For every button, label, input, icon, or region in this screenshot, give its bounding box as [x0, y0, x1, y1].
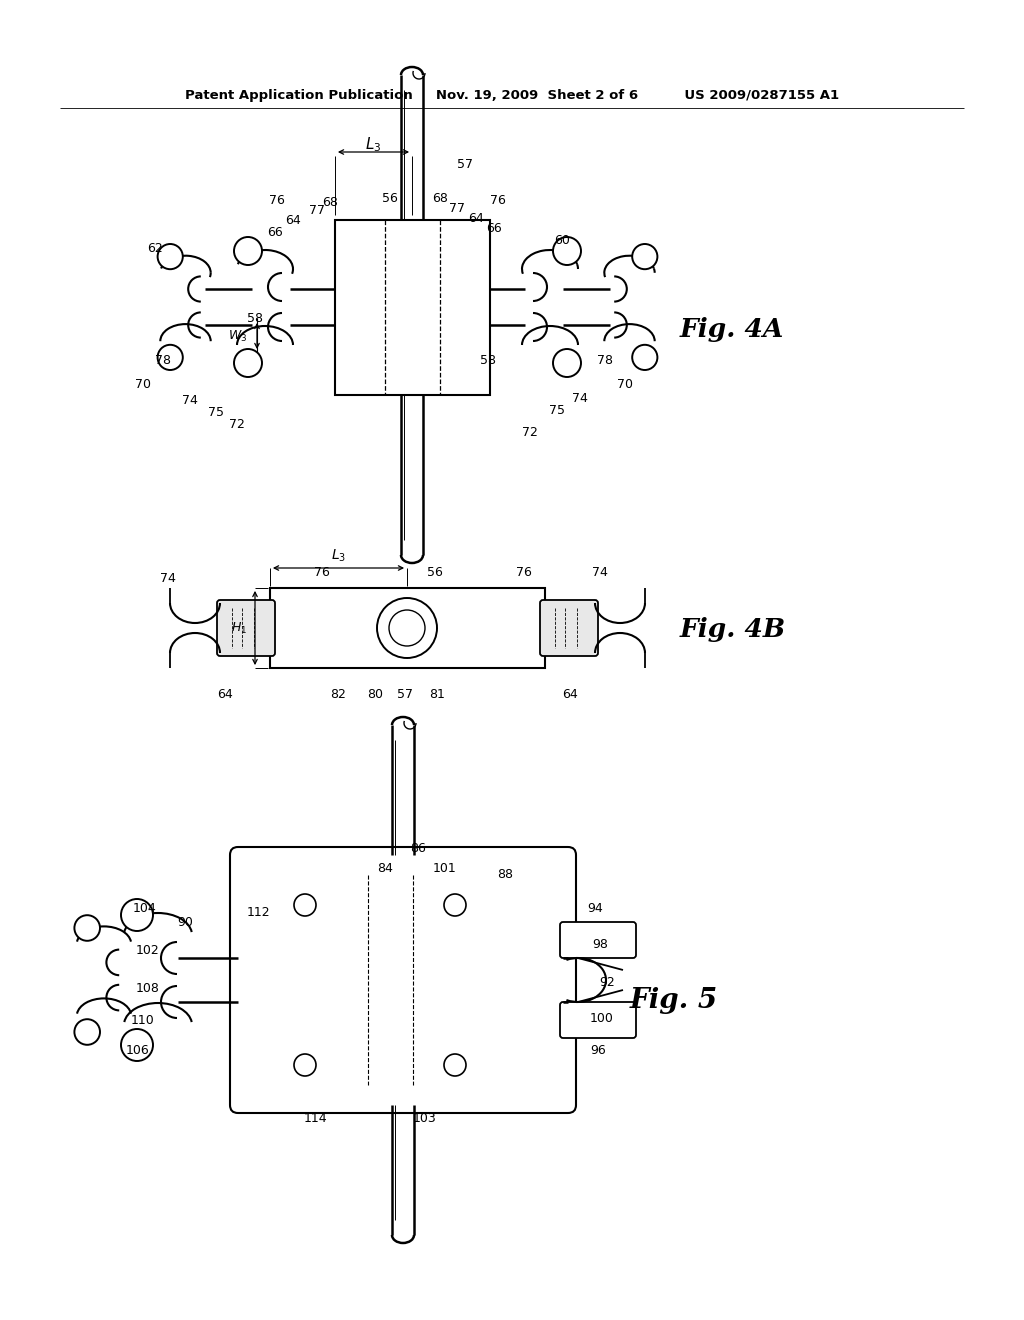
Text: 78: 78: [597, 354, 613, 367]
Text: $L_3$: $L_3$: [331, 548, 346, 564]
Text: 112: 112: [246, 906, 269, 919]
Text: 114: 114: [303, 1111, 327, 1125]
Bar: [250, 958, 330, 1002]
Text: 108: 108: [136, 982, 160, 994]
Bar: [270, 587, 545, 668]
Text: Patent Application Publication     Nov. 19, 2009  Sheet 2 of 6          US 2009/: Patent Application Publication Nov. 19, …: [185, 88, 839, 102]
Text: 80: 80: [367, 689, 383, 701]
Text: 60: 60: [554, 234, 570, 247]
Text: 57: 57: [457, 158, 473, 172]
Text: 74: 74: [160, 572, 176, 585]
Text: 68: 68: [323, 195, 338, 209]
Text: 64: 64: [468, 211, 484, 224]
Text: 88: 88: [497, 869, 513, 882]
Circle shape: [553, 348, 581, 378]
Text: 64: 64: [285, 214, 301, 227]
Circle shape: [75, 1019, 100, 1045]
Text: 75: 75: [208, 405, 224, 418]
Circle shape: [444, 1053, 466, 1076]
Text: 77: 77: [449, 202, 465, 214]
Text: 68: 68: [432, 191, 447, 205]
Circle shape: [234, 348, 262, 378]
Text: $W_3$: $W_3$: [227, 329, 247, 343]
Text: 101: 101: [433, 862, 457, 874]
Text: 92: 92: [599, 975, 614, 989]
Text: 103: 103: [413, 1111, 437, 1125]
Text: 56: 56: [382, 191, 398, 205]
Text: 72: 72: [522, 425, 538, 438]
Text: 110: 110: [131, 1014, 155, 1027]
Text: 98: 98: [592, 939, 608, 952]
Text: 74: 74: [592, 565, 608, 578]
Text: 58: 58: [247, 312, 263, 325]
Text: 72: 72: [229, 418, 245, 432]
Text: 76: 76: [269, 194, 285, 206]
Text: 75: 75: [549, 404, 565, 417]
Text: 64: 64: [562, 689, 578, 701]
Text: 64: 64: [217, 689, 232, 701]
Circle shape: [75, 915, 100, 941]
Circle shape: [377, 598, 437, 657]
Text: 86: 86: [410, 842, 426, 854]
Text: 82: 82: [330, 689, 346, 701]
Text: 58: 58: [480, 354, 496, 367]
Circle shape: [294, 1053, 316, 1076]
Text: Fig. 4B: Fig. 4B: [680, 618, 786, 643]
FancyBboxPatch shape: [540, 601, 598, 656]
Circle shape: [294, 894, 316, 916]
Text: 70: 70: [135, 379, 151, 392]
Text: 76: 76: [314, 565, 330, 578]
Text: 76: 76: [490, 194, 506, 206]
Text: $H_1$: $H_1$: [230, 620, 247, 635]
Text: 90: 90: [177, 916, 193, 928]
Text: 102: 102: [136, 944, 160, 957]
Text: 106: 106: [126, 1044, 150, 1056]
Text: 56: 56: [427, 565, 443, 578]
FancyBboxPatch shape: [230, 847, 575, 1113]
Bar: [335, 220, 490, 395]
Text: 62: 62: [147, 242, 163, 255]
Text: 77: 77: [309, 203, 325, 216]
Circle shape: [632, 244, 657, 269]
Text: 104: 104: [133, 902, 157, 915]
Text: $L_3$: $L_3$: [366, 136, 382, 154]
Text: 74: 74: [182, 393, 198, 407]
FancyBboxPatch shape: [217, 601, 275, 656]
Circle shape: [121, 1030, 153, 1061]
Text: Fig. 5: Fig. 5: [630, 986, 718, 1014]
Text: 66: 66: [267, 226, 283, 239]
Text: 81: 81: [429, 689, 445, 701]
Text: 66: 66: [486, 222, 502, 235]
Circle shape: [444, 894, 466, 916]
Text: 100: 100: [590, 1011, 614, 1024]
FancyBboxPatch shape: [560, 1002, 636, 1038]
Text: 76: 76: [516, 565, 531, 578]
FancyBboxPatch shape: [560, 921, 636, 958]
Text: 94: 94: [587, 902, 603, 915]
Text: 96: 96: [590, 1044, 606, 1056]
Circle shape: [389, 610, 425, 645]
Circle shape: [158, 345, 183, 370]
Text: 74: 74: [572, 392, 588, 404]
Circle shape: [121, 899, 153, 931]
Circle shape: [632, 345, 657, 370]
Text: Fig. 4A: Fig. 4A: [680, 318, 784, 342]
Text: 78: 78: [155, 354, 171, 367]
Circle shape: [553, 238, 581, 265]
Text: 57: 57: [397, 689, 413, 701]
Circle shape: [158, 244, 183, 269]
Circle shape: [234, 238, 262, 265]
Text: 84: 84: [377, 862, 393, 874]
Text: 70: 70: [617, 379, 633, 392]
